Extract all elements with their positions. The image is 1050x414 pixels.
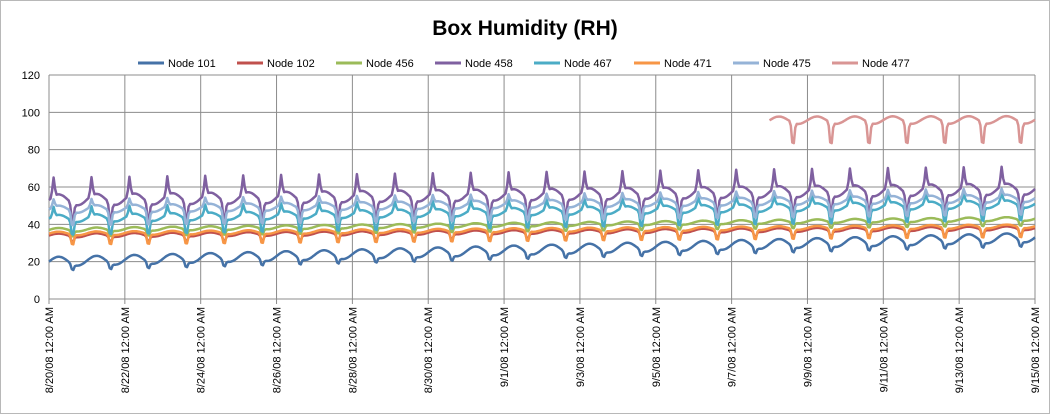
legend-label: Node 101	[168, 58, 216, 70]
y-tick-label: 120	[22, 70, 40, 82]
series-line	[48, 165, 1036, 222]
legend-label: Node 102	[267, 58, 315, 70]
legend-label: Node 467	[564, 58, 612, 70]
y-tick-label: 100	[22, 107, 40, 119]
y-tick-label: 80	[28, 145, 40, 157]
x-tick-label: 8/30/08 12:00 AM	[423, 307, 435, 393]
y-tick-label: 0	[34, 294, 40, 306]
legend: Node 101 Node 102 Node 456 Node 458 Node 467…	[138, 58, 910, 70]
series-line	[48, 223, 1036, 246]
plot-series	[48, 114, 1036, 272]
x-tick-label: 9/11/08 12:00 AM	[878, 307, 890, 392]
legend-label: Node 477	[862, 58, 910, 70]
series-line	[48, 232, 1036, 272]
chart-title: Box Humidity (RH)	[432, 17, 618, 40]
x-tick-label: 8/20/08 12:00 AM	[44, 307, 56, 393]
legend-label: Node 471	[664, 58, 712, 70]
x-tick-label: 9/15/08 12:00 AM	[1030, 307, 1042, 393]
x-tick-label: 8/22/08 12:00 AM	[120, 307, 132, 393]
series-line	[48, 215, 1036, 238]
y-tick-label: 40	[28, 219, 40, 231]
gridlines	[48, 74, 1036, 300]
y-axis: 0 20 40 60 80 100 120	[22, 70, 50, 306]
x-tick-label: 9/1/08 12:00 AM	[499, 307, 511, 387]
series-line	[768, 114, 1036, 145]
legend-label: Node 475	[763, 58, 811, 70]
x-tick-label: 9/13/08 12:00 AM	[954, 307, 966, 393]
legend-label: Node 458	[465, 58, 513, 70]
x-tick-label: 9/3/08 12:00 AM	[575, 307, 587, 387]
x-tick-label: 9/9/08 12:00 AM	[802, 307, 814, 387]
series-line	[48, 187, 1036, 227]
x-axis: 8/20/08 12:00 AM 8/22/08 12:00 AM 8/24/08 …	[44, 298, 1042, 393]
legend-label: Node 456	[366, 58, 414, 70]
x-tick-label: 8/24/08 12:00 AM	[196, 307, 208, 393]
x-tick-label: 9/7/08 12:00 AM	[727, 307, 739, 387]
y-tick-label: 60	[28, 182, 40, 194]
y-tick-label: 20	[28, 257, 40, 269]
x-tick-label: 8/26/08 12:00 AM	[272, 307, 284, 393]
x-tick-label: 8/28/08 12:00 AM	[347, 307, 359, 393]
x-tick-label: 9/5/08 12:00 AM	[651, 307, 663, 387]
